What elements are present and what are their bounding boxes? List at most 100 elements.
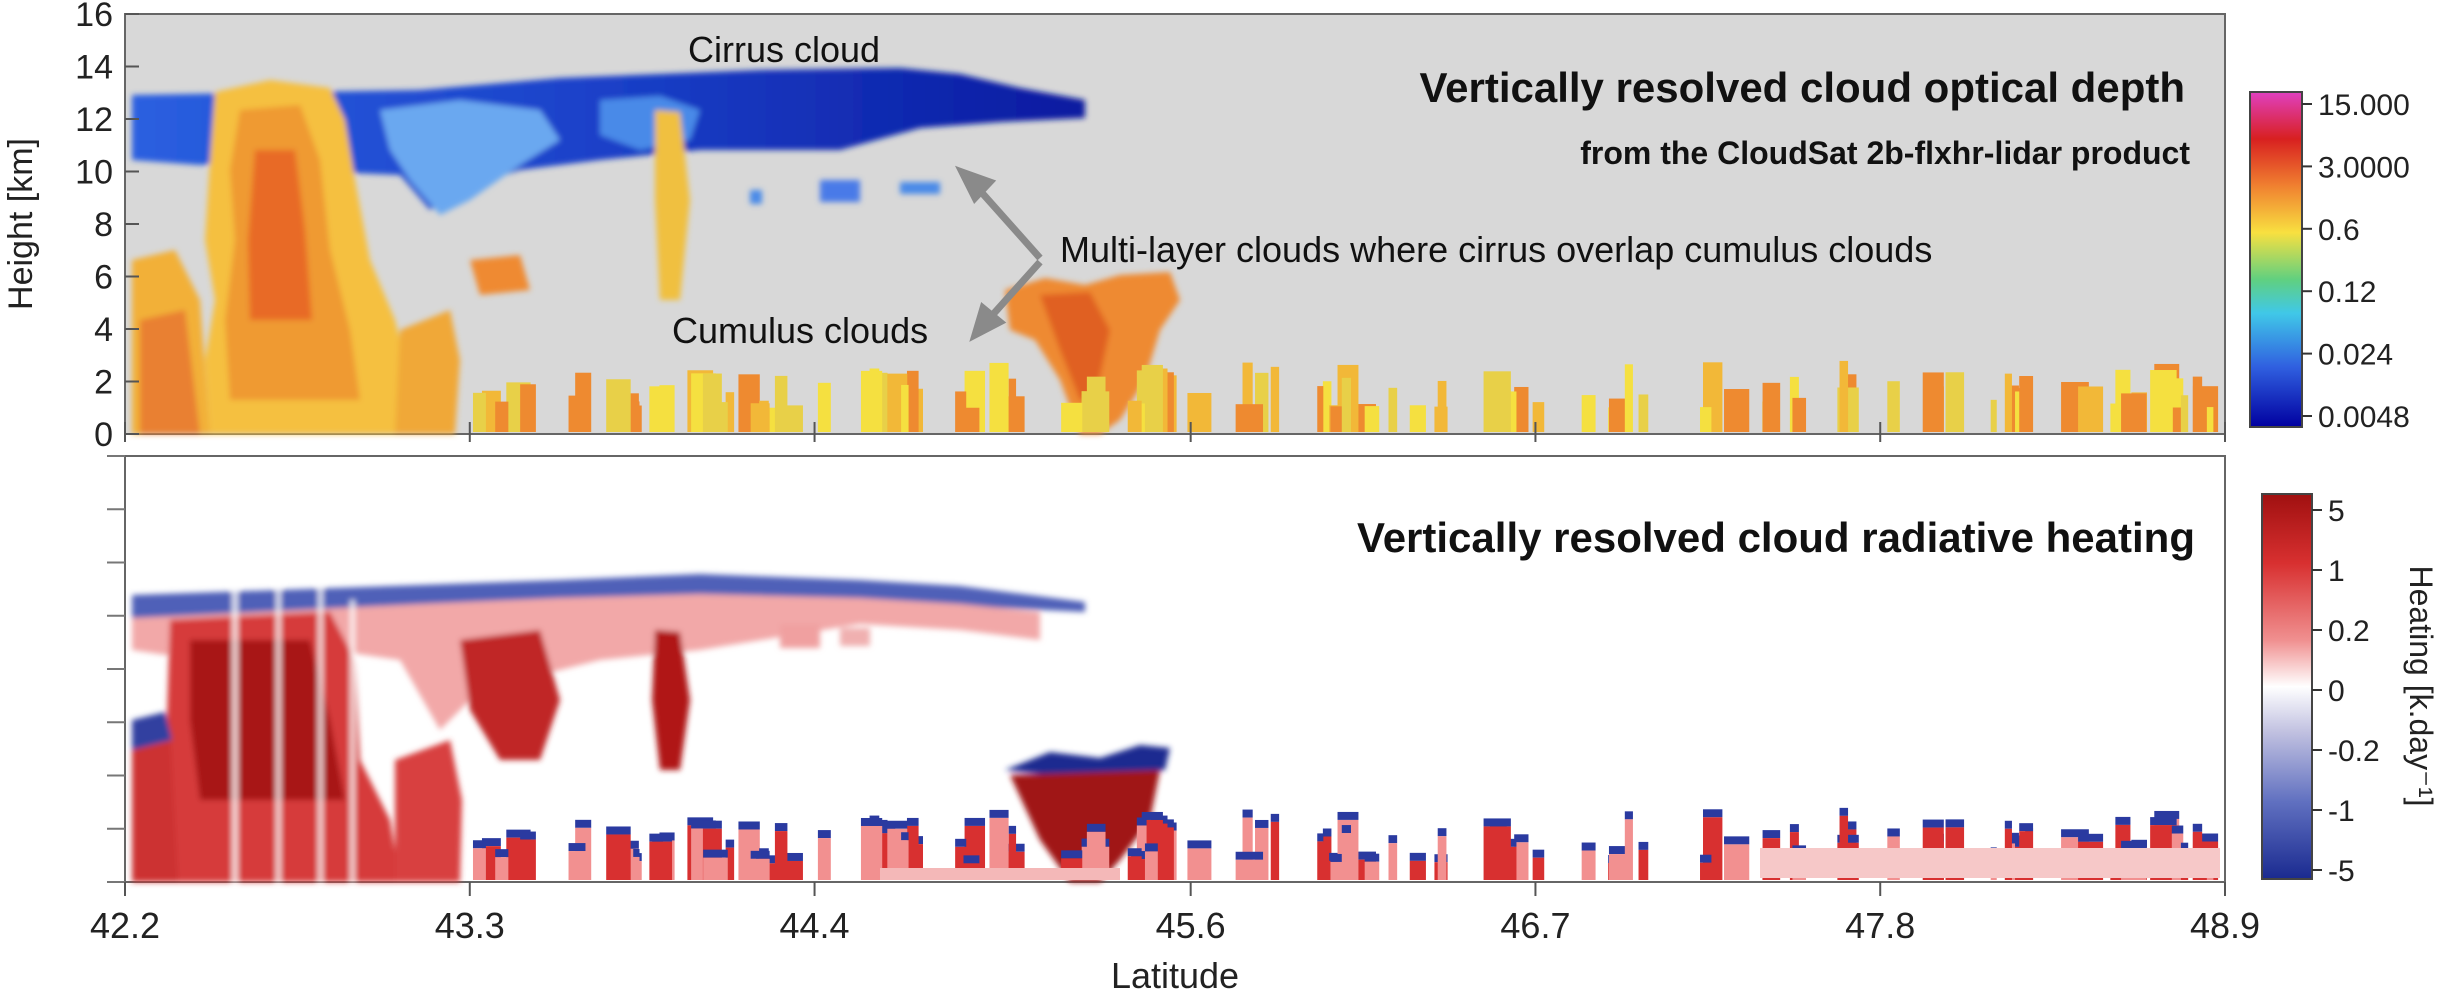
shallow-cumulus-cell [1409,405,1426,432]
shallow-cumulus-cell [725,392,735,432]
shallow-cumulus-cell [1437,380,1447,432]
shallow-cooling-cell [750,850,770,859]
shallow-cumulus-cell [1388,387,1398,432]
shallow-cooling-cell [1317,833,1324,842]
latitude-tick-label: 47.8 [1845,905,1915,946]
shallow-cooling-cell [1086,823,1106,832]
shallow-cumulus-cell [1483,371,1511,432]
shallow-cooling-cell [1337,811,1359,820]
shallow-cumulus-cell [2110,403,2125,432]
shallow-cooling-cell [702,820,722,829]
shallow-cumulus-cell [606,379,631,432]
shallow-cumulus-cell [1792,397,1807,432]
shallow-cumulus-cell [1008,378,1017,432]
fall-streak [655,110,690,300]
shallow-heating-cell [1187,848,1212,880]
shallow-heating-cell [1235,859,1264,880]
shallow-heating-cell [906,825,919,880]
optical-depth-colorbar-tick-label: 0.0048 [2318,401,2410,434]
height-tick-label: 14 [75,49,113,87]
shallow-heating-cell [989,817,1009,880]
shallow-heating-cell [649,841,673,880]
shallow-cooling-cell [2004,820,2012,829]
heating-colorbar [2261,493,2313,880]
height-tick-label: 16 [75,0,113,34]
latitude-tick-label: 43.3 [435,905,505,946]
shallow-cooling-cell [495,849,509,858]
shallow-cooling-cell [520,831,536,840]
shallow-cooling-cell [1235,851,1264,860]
heating-colorbar-tick-label: 1 [2328,555,2345,588]
shallow-cumulus-cell [1638,394,1649,432]
shallow-cumulus-cell [1187,392,1212,432]
shallow-cumulus-cell [2172,407,2181,432]
shallow-cumulus-cell [1839,360,1849,432]
shallow-cumulus-cell [1317,386,1324,432]
shallow-cooling-cell [1255,819,1269,828]
shallow-cooling-cell [1364,853,1380,862]
height-axis-label: Height [km] [2,138,40,310]
heating-colorbar-ticks: 5 1 0.2 0 -0.2 -1 -5 [2312,495,2380,888]
shallow-cumulus-cell [1061,402,1083,432]
shallow-cooling-cell [989,809,1009,818]
shallow-cooling-cell [575,819,592,828]
shallow-cooling-cell [1350,851,1376,860]
shallow-heating-cell [1317,841,1324,880]
shallow-heating-cell [860,825,883,880]
shallow-cumulus-cell [1144,395,1158,432]
shallow-cooling-cell [2078,833,2104,842]
latitude-tick-label: 48.9 [2190,905,2260,946]
heating-colorbar-tick-label: -5 [2328,855,2355,888]
shallow-heating-cell [1127,856,1142,880]
shallow-cooling-cell [1270,813,1280,822]
height-tick-label: 6 [94,259,113,297]
shallow-cumulus-cell [860,370,883,432]
shallow-heating-cell [1724,844,1750,880]
shallow-cumulus-cell [955,391,967,432]
heating-colorbar-tick-label: -0.2 [2328,735,2380,768]
low-cloud-heating-left [132,730,178,882]
shallow-cooling-cell [1762,830,1781,839]
shallow-cooling-cell [1409,852,1426,861]
optical-depth-colorbar-tick-label: 0.12 [2318,276,2376,309]
shallow-heating-cell [1242,817,1253,880]
shallow-cumulus-cell [1922,372,1944,432]
heating-colorbar-tick-label: -1 [2328,795,2355,828]
cirrus-fragment [820,180,860,202]
shallow-cooling-cell [906,817,919,826]
shallow-heating-cell [1514,842,1529,880]
shallow-cooling-cell [955,838,967,847]
shallow-cumulus-cell [2121,393,2147,432]
shallow-heating-cell [568,851,586,880]
heating-colorbar-tick-label: 0.2 [2328,615,2370,648]
shallow-heating-cell [1388,843,1398,880]
shallow-heating-cell [1700,862,1712,880]
shallow-heating-cell [703,857,728,880]
low-cloud-left [140,310,200,434]
shallow-cooling-cell [1141,811,1163,820]
deep-convective-core-heating [190,640,345,800]
shallow-cooling-cell [776,852,803,861]
shallow-cumulus-cell [1242,362,1253,432]
optical-depth-cloud-field [132,68,1180,434]
shallow-cumulus-cell [1624,364,1633,432]
deep-convective-core [248,150,312,320]
shallow-cumulus-cell [1136,370,1147,432]
shallow-cooling-cell [1839,807,1849,816]
shallow-cooling-cell [2019,823,2034,832]
latitude-tick-label: 45.6 [1156,905,1226,946]
shallow-cooling-cell [481,838,501,847]
height-tick-label: 2 [94,364,113,402]
shallow-heating-cell [606,834,631,880]
shallow-cumulus-cell [906,370,919,432]
heating-fragment [780,624,820,648]
shallow-cumulus-cell [1322,381,1332,432]
shallow-cumulus-cell [2171,378,2184,432]
right-column-heating [395,740,462,882]
shallow-cumulus-cell [1270,366,1280,432]
arrow-to-cumulus [985,259,1043,323]
heating-fragment [840,628,870,646]
arrow-head [969,301,1007,342]
shallow-cumulus-cell [1762,382,1781,432]
shallow-cumulus-cell [750,403,770,432]
